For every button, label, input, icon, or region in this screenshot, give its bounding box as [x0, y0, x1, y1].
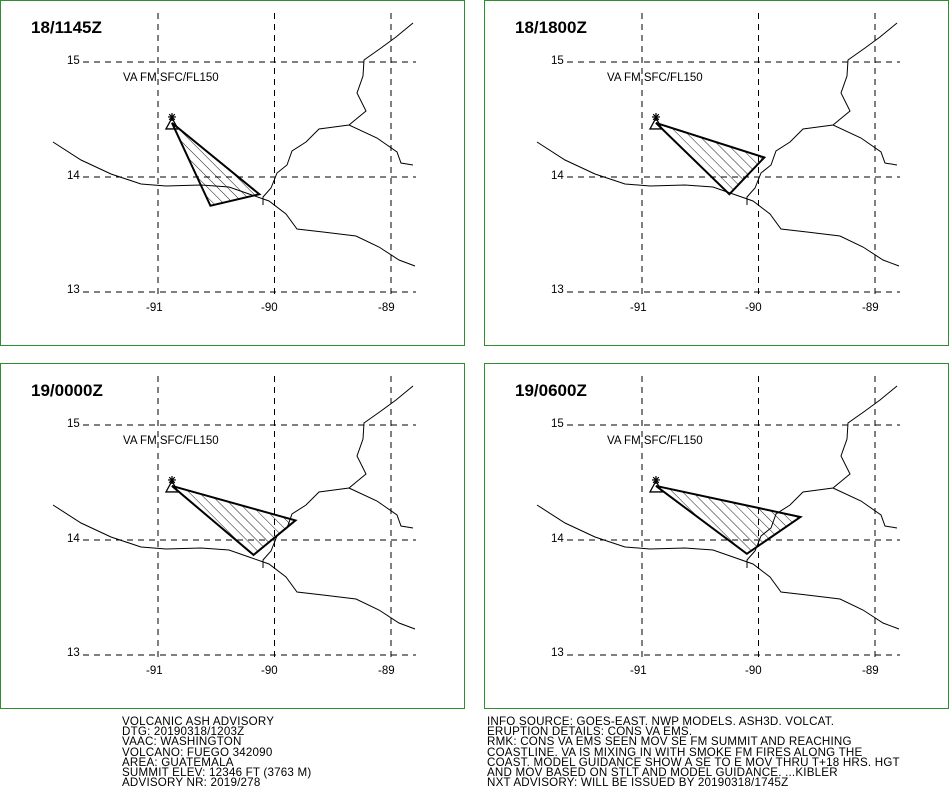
- border-line: [348, 124, 414, 166]
- panel-level-1: VA FM SFC/FL150: [123, 72, 219, 84]
- lat-label-14: 14: [551, 533, 564, 545]
- eruption-star-icon: [651, 475, 660, 484]
- map-canvas-2: [536, 13, 900, 297]
- advisory-line: VOLCANO: FUEGO 342090: [122, 745, 273, 759]
- lat-label-15: 15: [551, 418, 564, 430]
- map-panel-4: 19/0600Z VA FM SFC/FL150 15 14 13 -91 -9…: [484, 363, 949, 709]
- coastline: [52, 141, 416, 267]
- lon-label-91: -91: [146, 665, 163, 677]
- advisory-line: AND MOV BASED ON STLT AND MODEL GUIDANCE…: [487, 766, 838, 780]
- advisory-line: ADVISORY NR: 2019/278: [122, 776, 261, 790]
- map-panel-2: 18/1800Z VA FM SFC/FL150 15 14 13 -91 -9…: [484, 0, 949, 346]
- advisory-line: DTG: 20190318/1203Z: [122, 725, 245, 739]
- advisory-line: VAAC: WASHINGTON: [122, 735, 242, 749]
- coastline: [52, 504, 416, 630]
- advisory-line: ERUPTION DETAILS: CONS VA EMS.: [487, 725, 693, 739]
- volcano-icon: [648, 116, 664, 130]
- panel-time-4: 19/0600Z: [515, 381, 587, 400]
- lon-label-90: -90: [745, 302, 762, 314]
- lat-label-13: 13: [67, 284, 80, 296]
- lat-label-14: 14: [67, 170, 80, 182]
- volcano-icon: [164, 116, 180, 130]
- lat-label-14: 14: [67, 533, 80, 545]
- border-line: [348, 487, 414, 529]
- volcano-icon: [648, 479, 664, 493]
- advisory-left: VOLCANIC ASH ADVISORY DTG: 20190318/1203…: [122, 715, 312, 790]
- advisory-line: VOLCANIC ASH ADVISORY: [122, 715, 275, 728]
- eruption-star-icon: [651, 112, 660, 121]
- panel-level-2: VA FM SFC/FL150: [607, 72, 703, 84]
- lat-label-15: 15: [67, 418, 80, 430]
- ash-cloud-polygon: [171, 122, 262, 207]
- advisory-right: INFO SOURCE: GOES-EAST. NWP MODELS. ASH3…: [487, 715, 900, 790]
- eruption-star-icon: [167, 475, 176, 484]
- lon-label-89: -89: [378, 302, 395, 314]
- lat-label-14: 14: [551, 170, 564, 182]
- lon-label-89: -89: [862, 665, 879, 677]
- map-panel-3: 19/0000Z VA FM SFC/FL150 15 14 13 -91 -9…: [0, 363, 465, 709]
- lon-label-91: -91: [146, 302, 163, 314]
- lon-label-91: -91: [630, 665, 647, 677]
- border-line: [832, 124, 898, 166]
- lon-label-89: -89: [862, 302, 879, 314]
- lat-label-15: 15: [67, 55, 80, 67]
- coastline: [536, 504, 900, 630]
- volcano-icon: [164, 479, 180, 493]
- panel-level-4: VA FM SFC/FL150: [607, 435, 703, 447]
- map-canvas-4: [536, 376, 900, 660]
- advisory-line: AREA: GUATEMALA: [122, 755, 234, 769]
- panel-time-1: 18/1145Z: [31, 18, 102, 37]
- border-line: [746, 22, 898, 205]
- advisory-line: NXT ADVISORY: WILL BE ISSUED BY 20190318…: [487, 776, 789, 790]
- border-line: [832, 487, 898, 529]
- lon-label-91: -91: [630, 302, 647, 314]
- advisory-line: INFO SOURCE: GOES-EAST. NWP MODELS. ASH3…: [487, 715, 835, 728]
- lon-label-89: -89: [378, 665, 395, 677]
- lat-label-13: 13: [67, 647, 80, 659]
- lon-label-90: -90: [261, 302, 278, 314]
- lat-label-13: 13: [551, 647, 564, 659]
- advisory-line: COASTLINE. VA IS MIXING IN WITH SMOKE FM…: [487, 745, 863, 759]
- ash-cloud-polygon: [655, 484, 803, 556]
- lon-label-90: -90: [745, 665, 762, 677]
- eruption-star-icon: [167, 112, 176, 121]
- map-canvas-3: [52, 376, 416, 660]
- panel-time-2: 18/1800Z: [515, 18, 587, 37]
- advisory-line: RMK: CONS VA EMS SEEN MOV SE FM SUMMIT A…: [487, 735, 852, 749]
- lat-label-15: 15: [551, 55, 564, 67]
- lat-label-13: 13: [551, 284, 564, 296]
- advisory-line: SUMMIT ELEV: 12346 FT (3763 M): [122, 766, 312, 780]
- coastline: [536, 141, 900, 267]
- advisory-line: COAST. MODEL GUIDANCE SHOW A SE TO E MOV…: [487, 755, 900, 769]
- panel-time-3: 19/0000Z: [31, 381, 103, 400]
- border-line: [262, 22, 414, 205]
- panel-level-3: VA FM SFC/FL150: [123, 435, 219, 447]
- border-line: [262, 385, 414, 568]
- ash-cloud-polygon: [171, 484, 298, 557]
- map-canvas-1: [52, 13, 416, 297]
- map-panel-1: 18/1145Z VA FM SFC/FL150 15 14 13 -91 -9…: [0, 0, 465, 346]
- ash-cloud-polygon: [655, 121, 767, 196]
- lon-label-90: -90: [261, 665, 278, 677]
